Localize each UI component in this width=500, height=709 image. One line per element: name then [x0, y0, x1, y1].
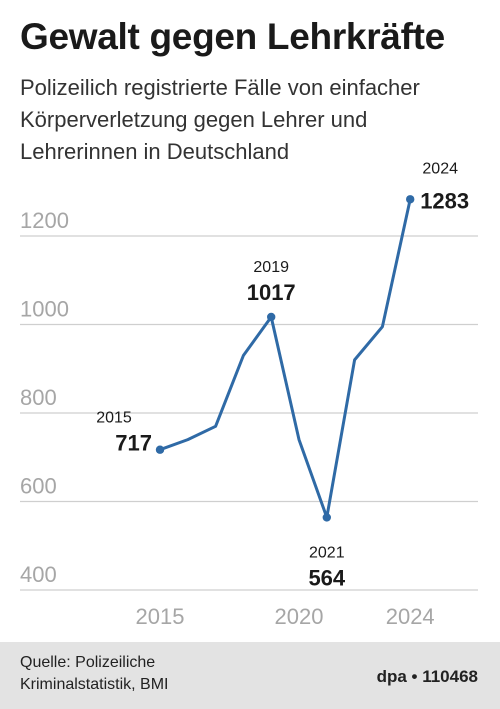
- y-tick-label-1000: 1000: [20, 297, 69, 322]
- y-tick-label-600: 600: [20, 474, 57, 499]
- chart-title: Gewalt gegen Lehrkräfte: [20, 16, 445, 57]
- annotation-year-2021: 2021: [309, 544, 345, 561]
- source-note: Quelle: Polizeiliche Kriminalstatistik, …: [20, 652, 168, 696]
- annotation-value-2019: 1017: [247, 280, 296, 305]
- x-tick-label-2020: 2020: [275, 604, 324, 629]
- y-tick-label-800: 800: [20, 385, 57, 410]
- y-tick-label-1200: 1200: [20, 208, 69, 233]
- annotation-value-2024: 1283: [420, 188, 469, 213]
- annotation-year-2015: 2015: [96, 410, 132, 427]
- footer-bar: Quelle: Polizeiliche Kriminalstatistik, …: [0, 642, 500, 709]
- data-point-2019: [267, 312, 276, 322]
- x-tick-label-2024: 2024: [386, 604, 435, 629]
- line-chart: 400 600 800 1000 1200 2015 2020 2024 2015 717 2019…: [20, 160, 478, 629]
- annotation-year-2019: 2019: [253, 259, 289, 276]
- annotation-value-2015: 717: [115, 431, 152, 456]
- y-tick-label-400: 400: [20, 562, 57, 587]
- annotation-value-2021: 564: [308, 565, 345, 590]
- data-point-2024: [406, 195, 415, 204]
- data-point-2021: [322, 513, 331, 522]
- series-line: [158, 197, 412, 519]
- source-line-1: Quelle: Polizeiliche: [20, 654, 156, 671]
- annotation-year-2024: 2024: [422, 160, 458, 177]
- source-line-2: Kriminalstatistik, BMI: [20, 676, 169, 693]
- x-tick-label-2015: 2015: [136, 604, 185, 629]
- agency-credit: dpa • 110468: [376, 667, 478, 686]
- chart-subtitle: Polizeilich registrierte Fälle von einfa…: [20, 75, 420, 164]
- data-point-2015: [155, 445, 165, 454]
